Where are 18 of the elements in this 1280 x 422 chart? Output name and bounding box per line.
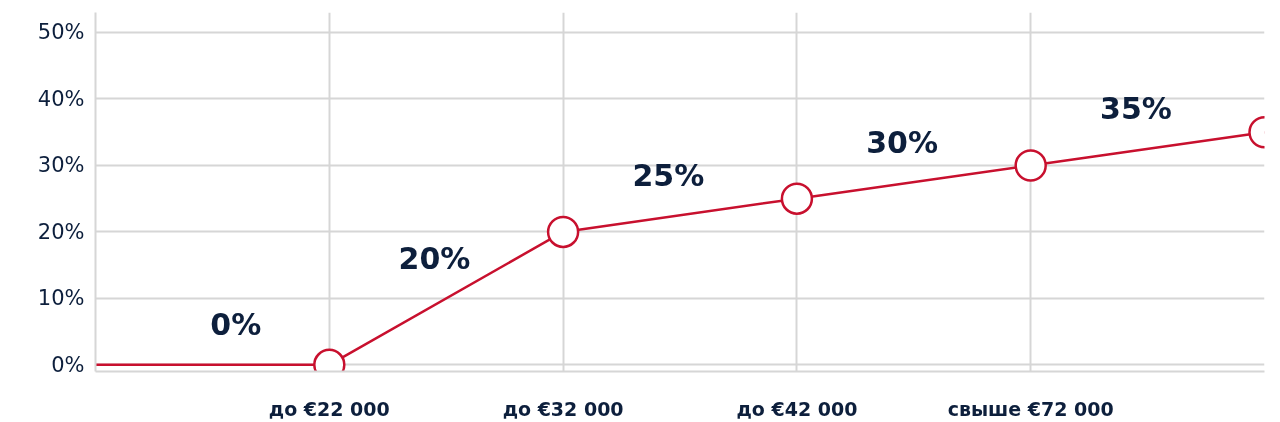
y-tick-label: 0% (51, 352, 85, 377)
x-tick-label: до €32 000 (502, 397, 624, 420)
point (546, 215, 580, 249)
annotation: 30% (866, 124, 939, 160)
y-tick-label: 20% (37, 219, 85, 244)
x-tick-label: свыше €72 000 (947, 397, 1114, 420)
x-tick-label: до €22 000 (268, 397, 390, 420)
y-tick-label: 10% (37, 286, 85, 311)
y-tick-label: 40% (37, 86, 85, 111)
x-tick-label: до €42 000 (736, 397, 858, 420)
annotation: 0% (210, 307, 262, 343)
y-tick-label: 50% (37, 20, 85, 45)
point (780, 182, 814, 215)
annotation: 20% (398, 240, 471, 276)
point (1014, 149, 1047, 182)
y-tick-label: 30% (37, 153, 85, 178)
annotation: 35% (1100, 91, 1172, 127)
annotation: 25% (632, 157, 705, 193)
